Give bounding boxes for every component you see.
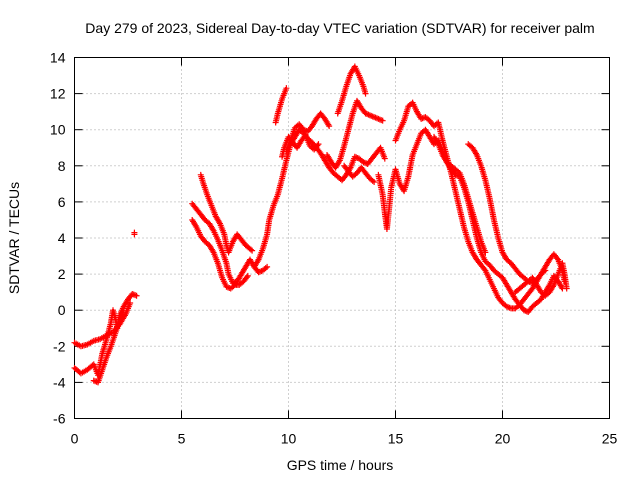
x-tick-label: 10 [281, 431, 297, 447]
y-axis: -6 -4 -2 0 2 4 6 8 10 12 14 [50, 50, 610, 427]
x-tick-label: 5 [178, 431, 186, 447]
data-point [563, 285, 570, 292]
y-tick-label: 0 [58, 302, 66, 318]
data-point [326, 123, 333, 130]
series-track-h [283, 110, 333, 155]
data-point [554, 255, 561, 262]
data-point [381, 155, 388, 162]
y-tick-label: 4 [58, 230, 66, 246]
series-track-r [512, 260, 570, 299]
x-tick-label: 15 [388, 431, 404, 447]
series-track-f [197, 171, 256, 256]
x-tick-label: 0 [71, 431, 79, 447]
data-point [120, 307, 127, 314]
y-tick-label: 10 [50, 122, 66, 138]
y-tick-label: 2 [58, 266, 66, 282]
series-track-g [251, 126, 388, 270]
series-track-p [431, 133, 489, 256]
x-tick-label: 25 [602, 431, 618, 447]
data-point [244, 272, 251, 279]
x-axis: 0 5 10 15 20 25 [71, 57, 618, 447]
data-point [247, 246, 254, 253]
y-tick-label: -6 [53, 411, 66, 427]
x-axis-label: GPS time / hours [287, 457, 394, 473]
series-track-c [90, 307, 127, 386]
data-point [243, 274, 250, 281]
y-tick-label: 12 [50, 86, 66, 102]
series-track-j [272, 85, 290, 126]
series-track-k [324, 97, 386, 171]
y-tick-label: -4 [53, 374, 66, 390]
data-point [131, 231, 138, 238]
data-point [264, 263, 271, 270]
data-point [371, 179, 378, 186]
series-track-d [189, 200, 271, 287]
series-outlier [131, 229, 138, 238]
data-point [314, 142, 321, 149]
y-tick-label: 6 [58, 194, 66, 210]
series-track-e [189, 216, 251, 292]
data-point [482, 249, 489, 256]
grid [74, 57, 610, 419]
data-point [249, 247, 256, 254]
data-points [71, 63, 570, 386]
data-point [481, 266, 488, 273]
data-point [379, 117, 386, 124]
chart-title: Day 279 of 2023, Sidereal Day-to-day VTE… [85, 20, 594, 36]
series-track-i [279, 132, 322, 160]
data-point [315, 141, 322, 148]
y-tick-label: 14 [50, 50, 66, 66]
x-tick-label: 20 [495, 431, 511, 447]
data-point [133, 292, 140, 299]
data-point [127, 299, 134, 306]
y-tick-label: -2 [53, 338, 66, 354]
data-point [362, 90, 369, 97]
y-tick-label: 8 [58, 158, 66, 174]
series-track-l [334, 63, 369, 117]
series-track-m [341, 162, 378, 186]
y-axis-label: SDTVAR / TECUs [6, 182, 22, 294]
data-point [283, 85, 290, 92]
